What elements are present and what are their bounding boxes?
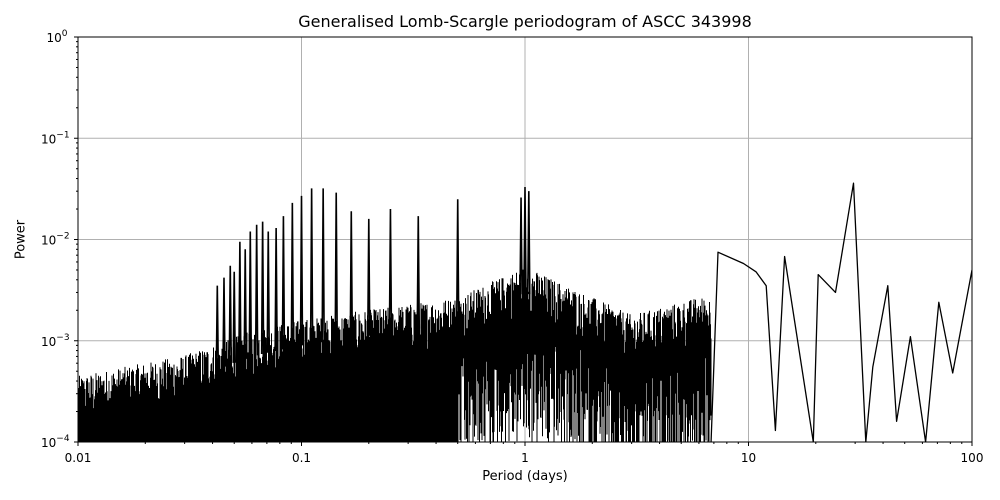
- x-tick-label: 100: [961, 451, 984, 465]
- chart-title: Generalised Lomb-Scargle periodogram of …: [298, 12, 752, 31]
- y-tick-label: 10−3: [41, 333, 70, 349]
- periodogram-line: [78, 182, 972, 442]
- x-tick-label: 0.01: [65, 451, 92, 465]
- x-tick-label: 10: [741, 451, 756, 465]
- y-tick-label: 10−1: [41, 130, 70, 146]
- x-axis-label: Period (days): [482, 469, 568, 484]
- y-tick-label: 100: [47, 29, 68, 45]
- x-tick-label: 1: [521, 451, 529, 465]
- x-tick-label: 0.1: [292, 451, 311, 465]
- axis-ticks: 0.01 0.1 1 10 100 10−4 10−3 10−2 10−1 100: [41, 29, 983, 465]
- y-tick-label: 10−2: [41, 232, 70, 248]
- y-axis-label: Power: [13, 219, 29, 260]
- y-tick-label: 10−4: [41, 434, 70, 450]
